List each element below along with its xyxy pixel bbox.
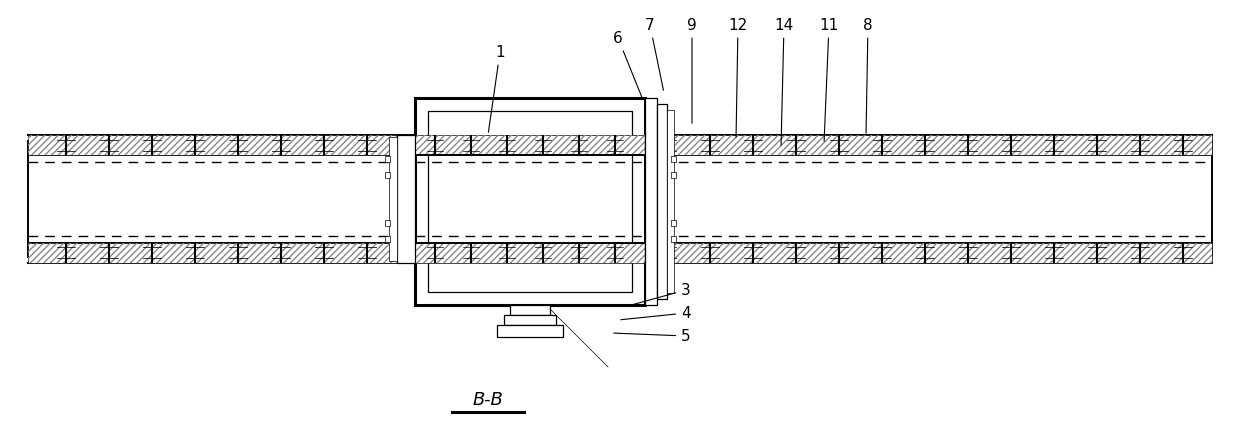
Bar: [510, 305, 551, 315]
Bar: [415, 135, 645, 155]
Bar: [384, 236, 391, 242]
Text: B-B: B-B: [472, 391, 503, 409]
Text: 4: 4: [621, 306, 691, 320]
Bar: [389, 137, 397, 261]
Bar: [29, 243, 415, 263]
Bar: [29, 135, 415, 155]
Bar: [497, 325, 563, 337]
Bar: [503, 315, 556, 325]
Bar: [645, 135, 1211, 155]
Text: 8: 8: [863, 17, 873, 133]
Bar: [645, 243, 1211, 263]
Bar: [29, 135, 415, 155]
Bar: [384, 172, 391, 178]
Bar: [645, 243, 1211, 263]
Bar: [663, 137, 671, 261]
Text: 7: 7: [645, 17, 663, 90]
Text: 3: 3: [626, 283, 691, 306]
Bar: [415, 135, 645, 155]
Bar: [645, 135, 663, 263]
Text: 5: 5: [614, 328, 691, 344]
Bar: [415, 98, 645, 305]
Text: 9: 9: [687, 17, 697, 123]
Bar: [671, 236, 676, 242]
Bar: [657, 104, 667, 299]
Bar: [384, 156, 391, 162]
Bar: [397, 135, 415, 263]
Text: 6: 6: [613, 30, 642, 97]
Bar: [29, 243, 415, 263]
Bar: [671, 156, 676, 162]
Bar: [384, 220, 391, 226]
Bar: [645, 98, 657, 305]
Bar: [671, 172, 676, 178]
Bar: [671, 220, 676, 226]
Bar: [428, 111, 632, 292]
Text: 1: 1: [489, 44, 505, 132]
Bar: [667, 110, 675, 293]
Text: 12: 12: [728, 17, 748, 137]
Bar: [645, 135, 1211, 155]
Text: 14: 14: [774, 17, 794, 145]
Text: 11: 11: [820, 17, 838, 141]
Bar: [415, 243, 645, 263]
Bar: [415, 243, 645, 263]
